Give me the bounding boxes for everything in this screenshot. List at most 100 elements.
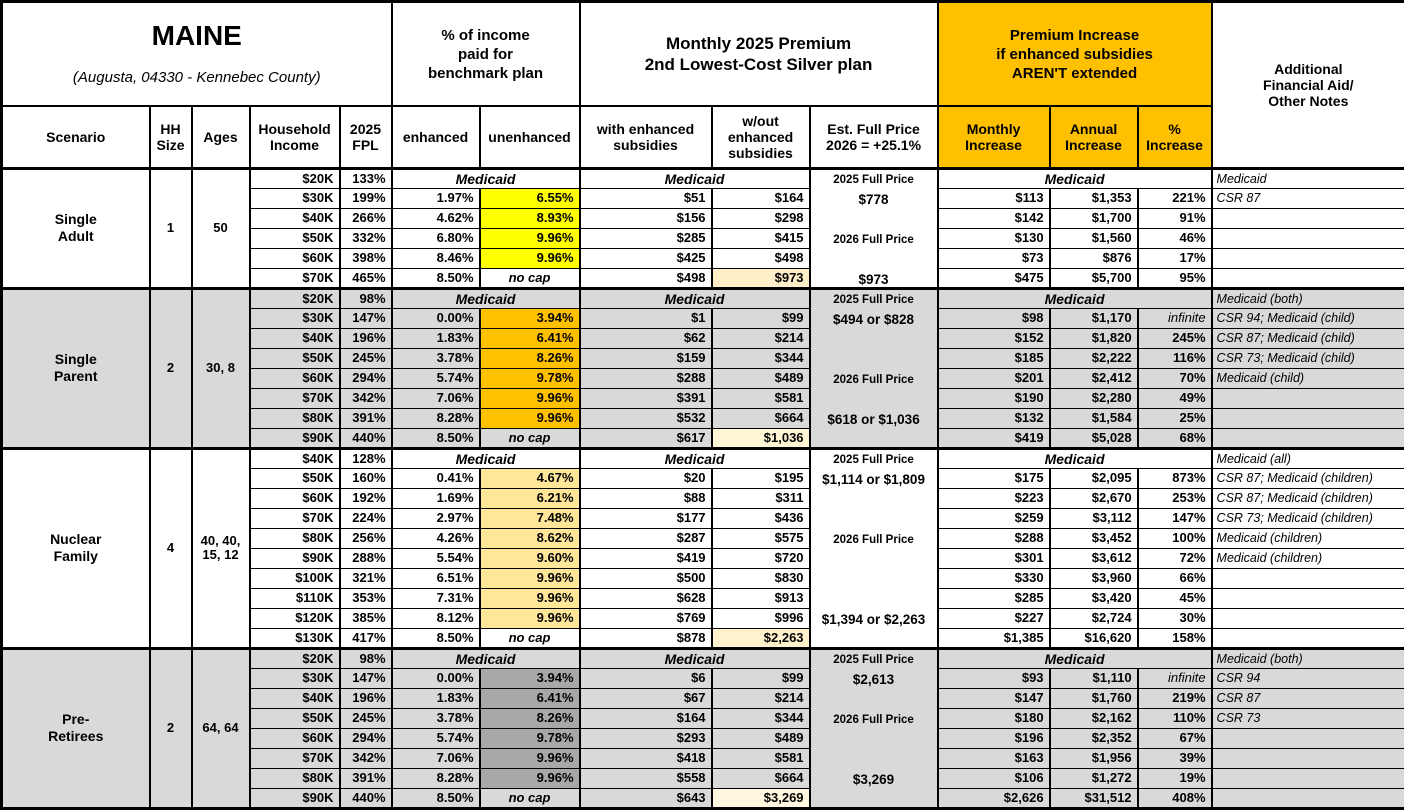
cell-premium-with-subsidies: $62 [580,328,712,348]
cell-notes [1212,768,1404,788]
cell-income: $100K [250,568,340,588]
cell-annual-increase: $2,222 [1050,348,1138,368]
cell-premium-with-subsidies: $1 [580,308,712,328]
col-header-scenario: Scenario [2,106,150,168]
medicaid-merged-pct-cell: Medicaid [392,168,580,188]
cell-income: $60K [250,248,340,268]
col-header-est-full-price: Est. Full Price 2026 = +25.1% [810,106,938,168]
cell-monthly-increase: $152 [938,328,1050,348]
cell-notes [1212,408,1404,428]
cell-enhanced-pct: 1.69% [392,488,480,508]
cell-premium-with-subsidies: $20 [580,468,712,488]
cell-pct-increase: 72% [1138,548,1212,568]
cell-enhanced-pct: 8.12% [392,608,480,628]
cell-unenhanced-pct: 9.96% [480,248,580,268]
cell-premium-with-subsidies: $288 [580,368,712,388]
cell-annual-increase: $1,560 [1050,228,1138,248]
cell-premium-with-subsidies: $617 [580,428,712,448]
cell-scenario: Single Adult [2,168,150,288]
medicaid-merged-premium-cell: Medicaid [580,448,810,468]
full-price-value: $1,114 or $1,809 [811,470,937,490]
cell-enhanced-pct: 6.51% [392,568,480,588]
cell-enhanced-pct: 7.06% [392,748,480,768]
cell-notes [1212,628,1404,648]
cell-monthly-increase: $147 [938,688,1050,708]
cell-unenhanced-pct: 6.55% [480,188,580,208]
cell-monthly-increase: $227 [938,608,1050,628]
full-price-year-label: 2026 Full Price [811,710,937,730]
col-header-pct-increase: % Increase [1138,106,1212,168]
cell-pct-increase: 116% [1138,348,1212,368]
cell-enhanced-pct: 8.46% [392,248,480,268]
cell-income: $60K [250,488,340,508]
cell-premium-without-subsidies: $2,263 [712,628,810,648]
cell-premium-with-subsidies: $177 [580,508,712,528]
cell-notes [1212,228,1404,248]
cell-fpl: 199% [340,188,392,208]
cell-premium-with-subsidies: $67 [580,688,712,708]
cell-fpl: 440% [340,788,392,808]
medicaid-merged-pct-cell: Medicaid [392,448,580,468]
cell-income: $80K [250,768,340,788]
cell-unenhanced-pct: 3.94% [480,668,580,688]
cell-monthly-increase: $475 [938,268,1050,288]
cell-pct-increase: 221% [1138,188,1212,208]
cell-annual-increase: $1,956 [1050,748,1138,768]
cell-premium-with-subsidies: $287 [580,528,712,548]
cell-pct-increase: 19% [1138,768,1212,788]
cell-notes [1212,728,1404,748]
cell-annual-increase: $1,700 [1050,208,1138,228]
cell-enhanced-pct: 2.97% [392,508,480,528]
medicaid-merged-increase-cell: Medicaid [938,288,1212,308]
cell-monthly-increase: $201 [938,368,1050,388]
cell-enhanced-pct: 4.62% [392,208,480,228]
full-price-value: $973 [811,270,937,289]
cell-premium-without-subsidies: $214 [712,328,810,348]
cell-income: $40K [250,328,340,348]
cell-ages: 64, 64 [192,648,250,808]
cell-enhanced-pct: 8.50% [392,428,480,448]
col-header-unenhanced: unenhanced [480,106,580,168]
cell-fpl: 196% [340,328,392,348]
cell-annual-increase: $1,584 [1050,408,1138,428]
full-price-value: $3,269 [811,770,937,790]
cell-unenhanced-pct: 9.96% [480,388,580,408]
cell-notes [1212,568,1404,588]
cell-notes: CSR 87 [1212,188,1404,208]
cell-premium-without-subsidies: $99 [712,308,810,328]
col-header-income: Household Income [250,106,340,168]
cell-notes: Medicaid (child) [1212,368,1404,388]
cell-annual-increase: $3,452 [1050,528,1138,548]
cell-hh-size: 2 [150,648,192,808]
col-header-hh-size: HH Size [150,106,192,168]
cell-enhanced-pct: 8.28% [392,768,480,788]
cell-income: $40K [250,688,340,708]
cell-premium-with-subsidies: $878 [580,628,712,648]
cell-enhanced-pct: 8.50% [392,788,480,808]
cell-annual-increase: $2,670 [1050,488,1138,508]
cell-income: $50K [250,228,340,248]
cell-hh-size: 1 [150,168,192,288]
cell-monthly-increase: $130 [938,228,1050,248]
cell-income: $20K [250,648,340,668]
cell-income: $120K [250,608,340,628]
cell-premium-with-subsidies: $532 [580,408,712,428]
cell-monthly-increase: $301 [938,548,1050,568]
cell-unenhanced-pct: 9.96% [480,608,580,628]
cell-monthly-increase: $196 [938,728,1050,748]
cell-income: $30K [250,308,340,328]
cell-pct-increase: 25% [1138,408,1212,428]
medicaid-merged-increase-cell: Medicaid [938,448,1212,468]
cell-monthly-increase: $330 [938,568,1050,588]
cell-pct-increase: 68% [1138,428,1212,448]
full-price-value: $618 or $1,036 [811,410,937,430]
cell-fpl: 98% [340,648,392,668]
cell-pct-increase: infinite [1138,308,1212,328]
cell-premium-without-subsidies: $664 [712,768,810,788]
cell-fpl: 266% [340,208,392,228]
cell-income: $80K [250,408,340,428]
cell-enhanced-pct: 5.74% [392,728,480,748]
